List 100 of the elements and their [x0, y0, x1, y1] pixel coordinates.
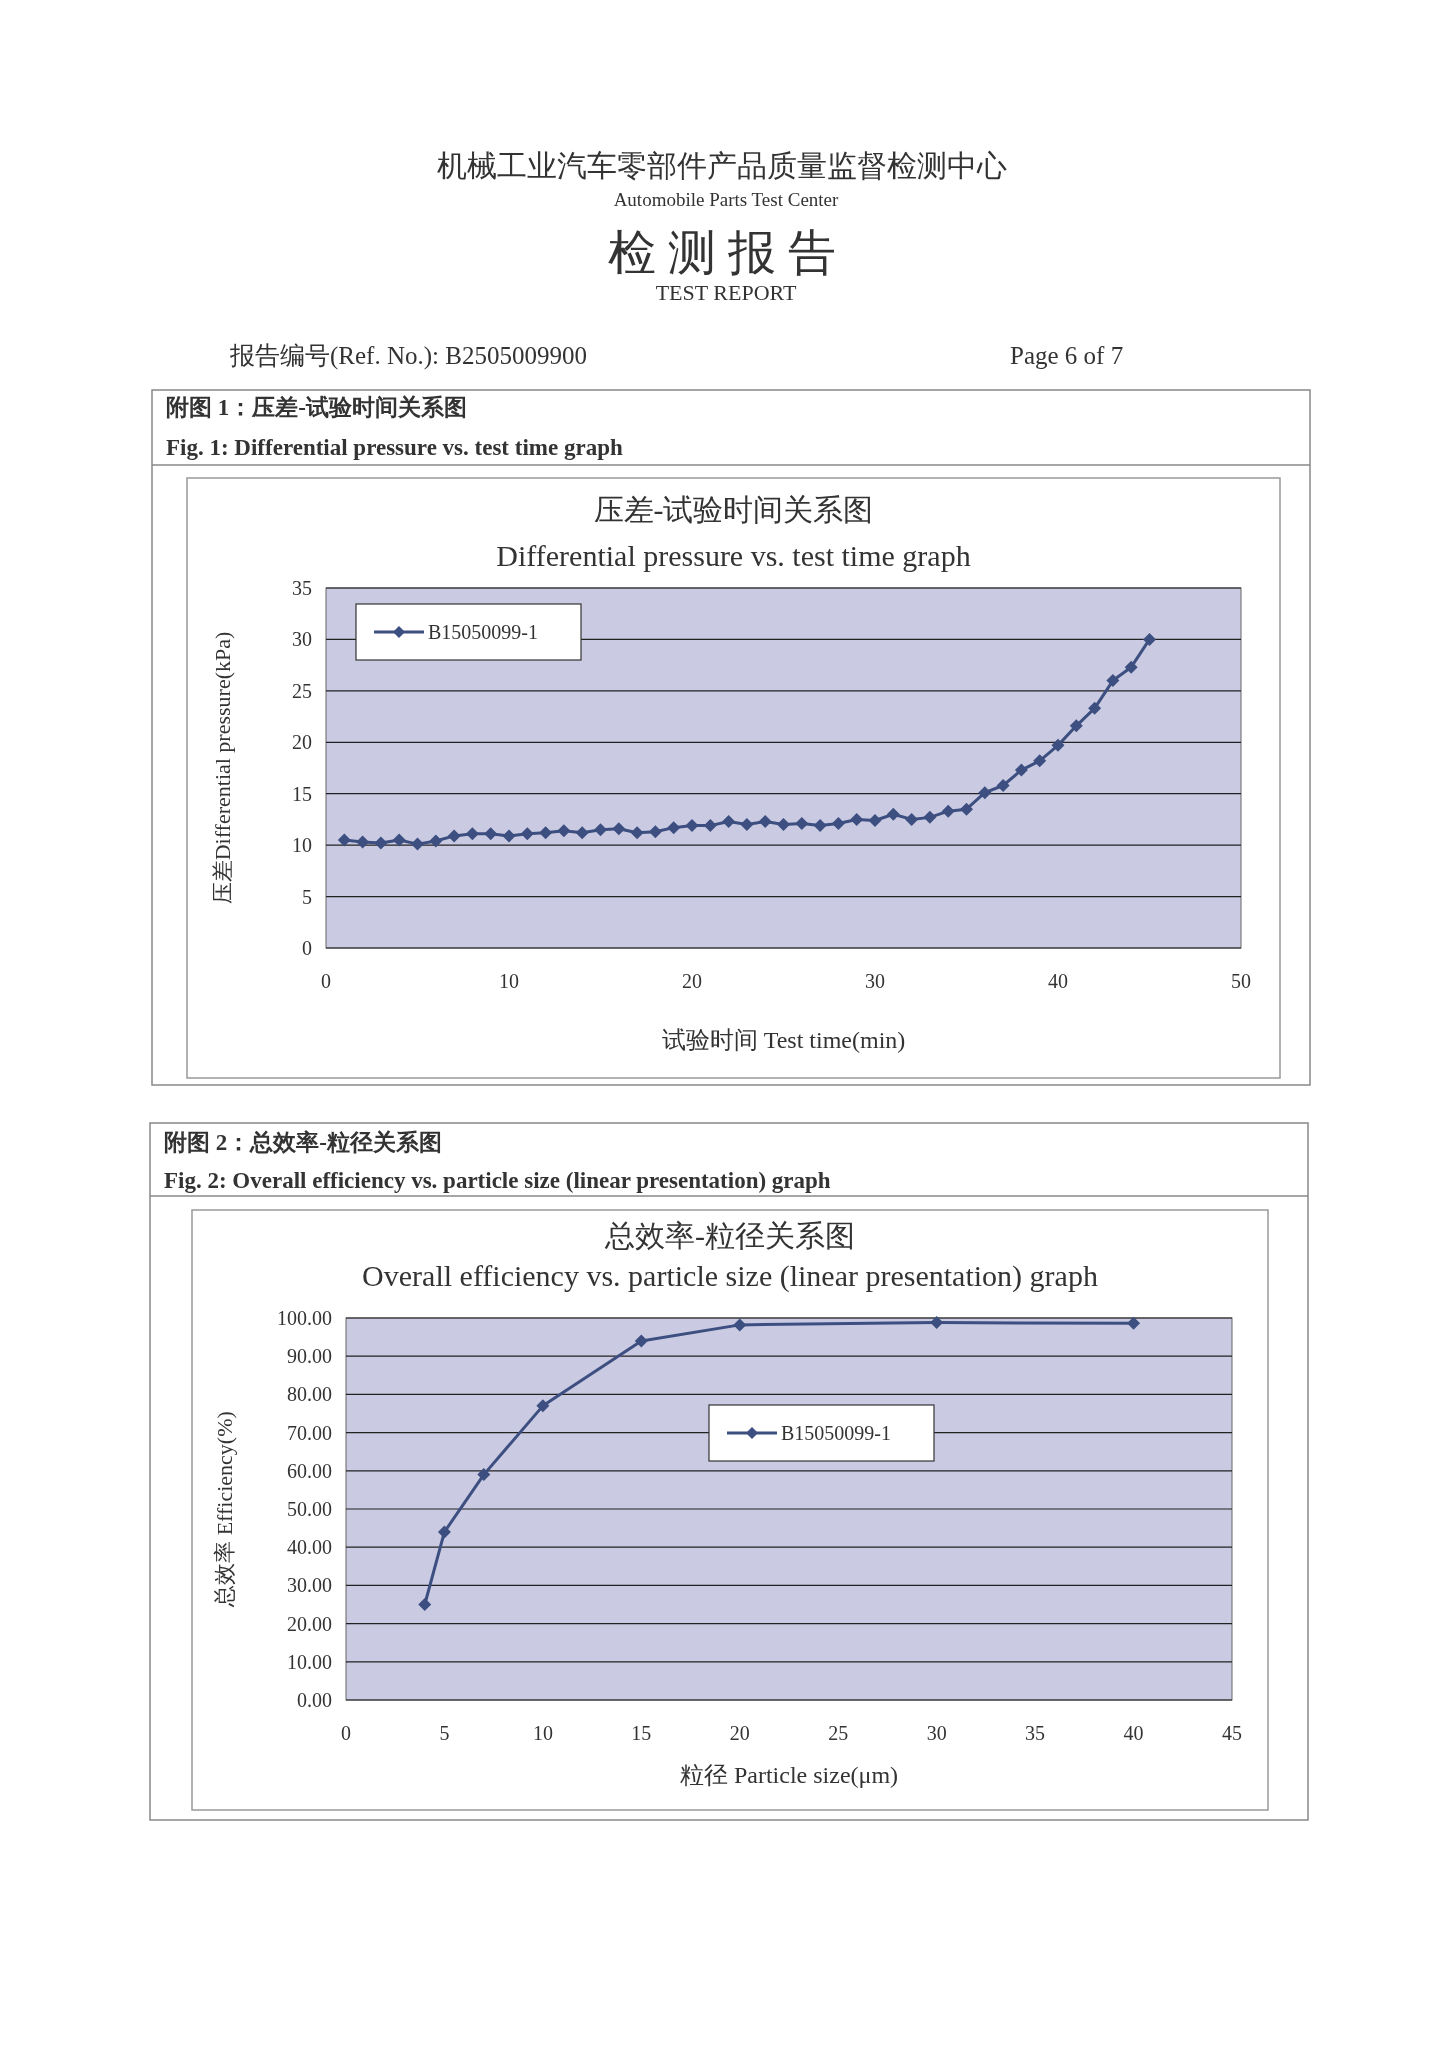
y-tick-label: 40.00 — [287, 1536, 332, 1559]
text: Page 6 of 7 — [1010, 341, 1124, 369]
point — [1088, 701, 1102, 715]
x-tick-label: 25 — [828, 1722, 849, 1744]
point — [594, 823, 607, 837]
point — [484, 827, 498, 841]
point — [813, 819, 827, 833]
y-tick-label: 0 — [302, 937, 312, 959]
x-tick-label: 40 — [1048, 970, 1068, 992]
point — [667, 821, 681, 835]
x-tick-label: 50 — [1231, 970, 1251, 992]
text: 机械工业汽车零部件产品质量监督检测中心 — [437, 148, 1007, 182]
x-tick-label: 10 — [499, 970, 519, 992]
point — [831, 817, 845, 831]
point — [795, 817, 809, 831]
x-tick-label: 20 — [729, 1722, 750, 1744]
x-axis-title: 粒径 Particle size(μm) — [679, 1762, 899, 1788]
x-tick-label: 30 — [926, 1722, 947, 1744]
point — [465, 827, 479, 841]
text: 报告编号(Ref. No.): B2505009900 — [229, 341, 587, 370]
point — [777, 818, 790, 832]
x-tick-label: 40 — [1123, 1722, 1144, 1744]
point — [905, 812, 919, 826]
x-tick-label: 45 — [1222, 1722, 1242, 1744]
point — [634, 1334, 648, 1348]
point — [1051, 738, 1065, 752]
y-axis-title: 压差Differential pressure(kPa) — [210, 631, 235, 905]
point — [960, 802, 973, 816]
text: Automobile Parts Test Center — [613, 188, 840, 210]
y-tick-label: 20.00 — [287, 1612, 332, 1635]
caption: Fig. 2: Overall efficiency vs. particle size (linear presentation) graph — [164, 1168, 831, 1193]
point — [447, 829, 461, 843]
text: TEST REPORT — [655, 279, 797, 305]
y-tick-label: 100.00 — [277, 1307, 332, 1329]
y-tick-label: 10.00 — [287, 1650, 332, 1673]
chart-title: 压差-试验时间关系图 — [593, 493, 874, 526]
y-tick-label: 80.00 — [287, 1383, 332, 1406]
point — [1124, 660, 1138, 674]
text: 检 测 报 告 — [608, 225, 836, 279]
y-tick-label: 50.00 — [287, 1498, 332, 1520]
text: 附图 1：压差-试验时间关系图 — [166, 395, 467, 420]
y-tick-label: 25 — [292, 679, 312, 702]
x-axis-title: 试验时间 Test time(min) — [661, 1027, 906, 1053]
point — [418, 1598, 432, 1611]
y-tick-label: 0.00 — [297, 1689, 332, 1711]
point — [374, 836, 388, 850]
point — [722, 814, 736, 828]
chart-title: 总效率-粒径关系图 — [604, 1219, 855, 1252]
point — [1033, 754, 1047, 768]
y-tick-label: 5 — [302, 885, 312, 908]
point — [733, 1318, 747, 1332]
point — [850, 812, 864, 826]
x-tick-label: 10 — [532, 1722, 553, 1744]
point — [539, 826, 553, 840]
legend-label: B15050099-1 — [428, 621, 538, 643]
y-axis-title: 总效率 Efficiency(%) — [212, 1411, 237, 1608]
point — [337, 833, 351, 847]
point — [536, 1399, 550, 1413]
x-tick-label: 30 — [865, 970, 885, 992]
point — [923, 810, 937, 824]
point — [868, 813, 882, 827]
legend-label: B15050099-1 — [781, 1422, 891, 1444]
text: 附图 2：总效率-粒径关系图 — [164, 1129, 442, 1155]
point — [437, 1525, 451, 1539]
point — [1127, 1316, 1141, 1330]
x-tick-label: 15 — [631, 1722, 652, 1744]
x-tick-label: 0 — [341, 1722, 351, 1744]
y-tick-label: 60.00 — [287, 1459, 332, 1482]
point — [703, 819, 717, 833]
point — [886, 807, 900, 821]
point — [630, 826, 644, 840]
y-tick-label: 35 — [292, 577, 312, 599]
point — [685, 819, 699, 833]
x-tick-label: 35 — [1025, 1722, 1046, 1744]
point — [429, 834, 443, 848]
x-tick-label: 20 — [682, 970, 702, 992]
point — [502, 829, 516, 843]
x-tick-label: 5 — [439, 1722, 450, 1744]
y-tick-label: 10 — [292, 834, 312, 857]
y-tick-label: 30.00 — [287, 1574, 332, 1597]
point — [411, 837, 424, 851]
point — [392, 833, 406, 847]
point — [1069, 719, 1083, 733]
point — [996, 778, 1010, 792]
point — [575, 826, 589, 840]
y-tick-label: 30 — [292, 628, 312, 651]
point — [941, 804, 955, 818]
point — [612, 822, 626, 836]
point — [758, 814, 772, 828]
point — [477, 1468, 491, 1482]
chart-subtitle: Differential pressure vs. test time graph — [496, 539, 971, 572]
point — [356, 835, 370, 849]
point — [1106, 674, 1120, 688]
chart-subtitle: Overall efficiency vs. particle size (linear presentation) graph — [362, 1259, 1098, 1293]
point — [557, 824, 571, 838]
point — [1143, 632, 1156, 646]
y-tick-label: 15 — [292, 782, 312, 805]
point — [930, 1316, 944, 1330]
y-tick-label: 90.00 — [287, 1345, 332, 1368]
point — [740, 818, 754, 832]
